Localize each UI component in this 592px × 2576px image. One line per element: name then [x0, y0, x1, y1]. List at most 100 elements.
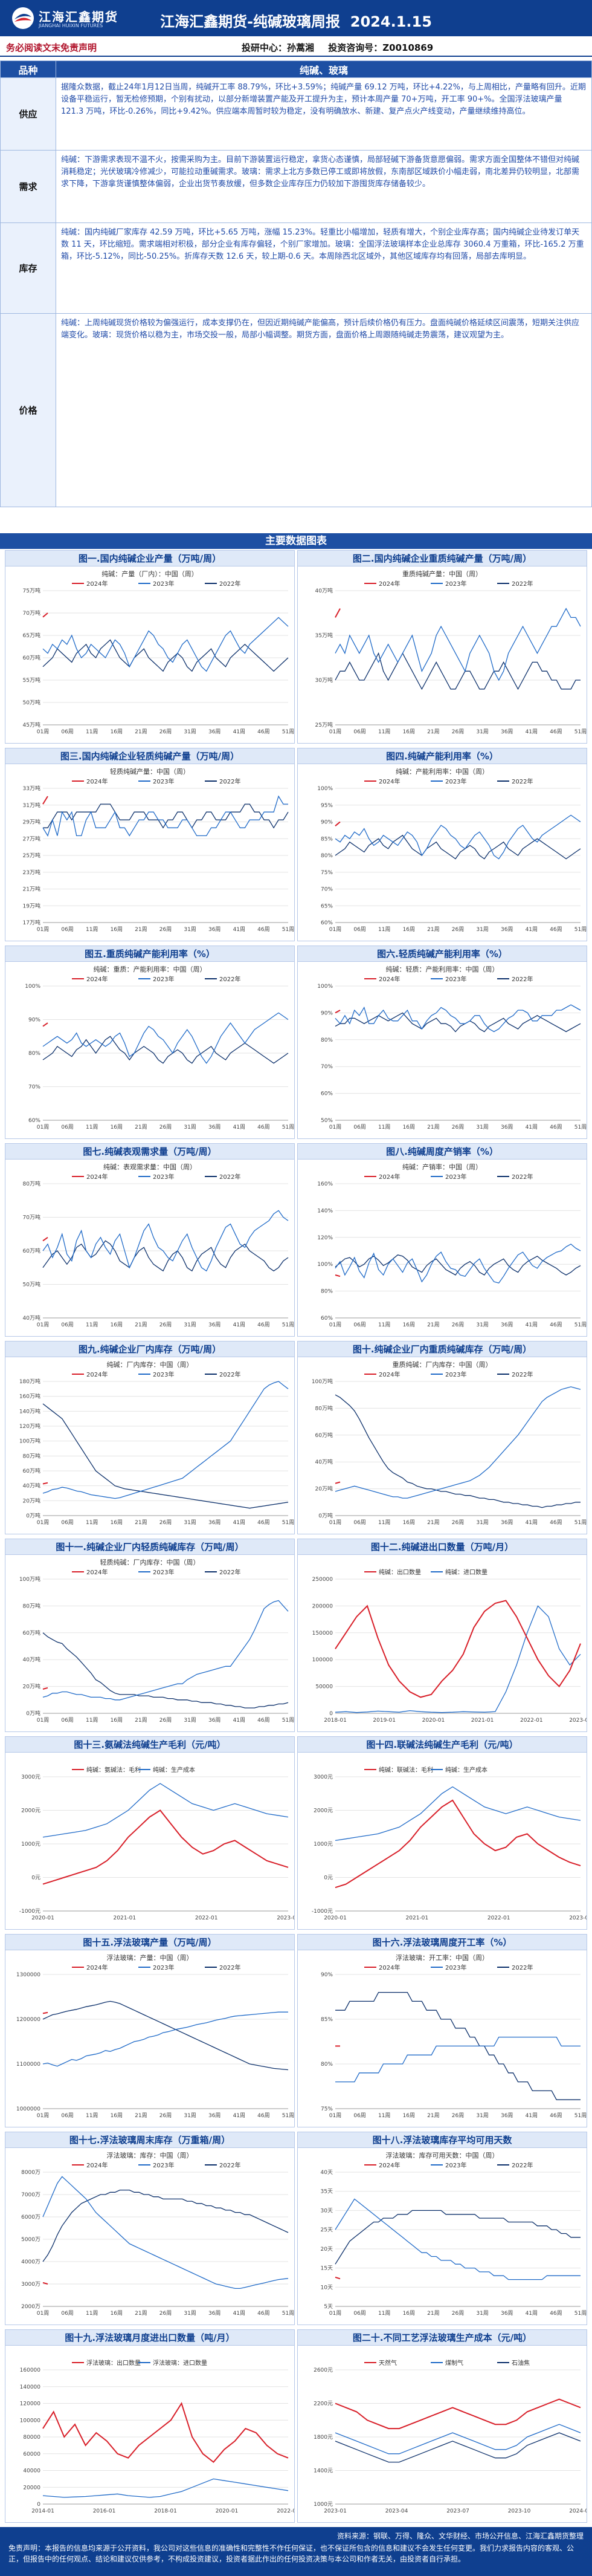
y-tick-label: 75% — [321, 870, 333, 876]
chart-panel: 图十三.氨碱法纯碱生产毛利（元/吨） 纯碱：氨碱法：毛利 纯碱：生产成本 3000元 2… — [5, 1736, 295, 1930]
summary-category: 供应 — [0, 77, 56, 151]
x-tick-label: 2023-10 — [508, 2508, 531, 2514]
legend-label: 2024年 — [379, 2161, 400, 2169]
x-tick-label: 51周 — [574, 728, 587, 735]
y-tick-label: 100000 — [312, 1657, 333, 1663]
x-tick-label: 16周 — [403, 1519, 415, 1526]
chart-title: 图十六.浮法玻璃周度开工率（%） — [298, 1935, 587, 1950]
line-chart: 浮法玻璃：出口数量 浮法玻璃：进口数量 160000 140000 120000 1000… — [20, 2359, 294, 2514]
y-tick-label: 3000万 — [21, 2282, 40, 2288]
x-tick-label: 21周 — [135, 2310, 147, 2317]
y-tick-label: 60万吨 — [23, 1629, 40, 1637]
y-tick-label: -1000元 — [312, 1909, 333, 1915]
brand-name: 江海汇鑫期货 — [39, 10, 118, 24]
company-logo-icon — [12, 7, 34, 29]
x-tick-label: 41周 — [233, 1124, 245, 1131]
y-tick-label: 95% — [321, 803, 333, 809]
x-tick-label: 21周 — [135, 1717, 147, 1724]
y-tick-label: 80% — [321, 853, 333, 859]
line-chart: 2024年 2023年 2022年 100% 90% 80% 70% 60% 50%01周 06周… — [317, 975, 587, 1131]
series-line — [335, 814, 581, 860]
legend-label: 纯碱：进口数量 — [445, 1568, 487, 1576]
legend-label: 2024年 — [379, 1173, 400, 1181]
series-line — [335, 2198, 581, 2280]
y-tick-label: 4000万 — [21, 2259, 40, 2265]
legend-label: 2023年 — [153, 2161, 174, 2169]
x-tick-label: 46周 — [257, 1519, 269, 1526]
series-line — [42, 1240, 289, 1272]
x-tick-label: 2021-01 — [114, 1915, 137, 1921]
y-tick-label: 85% — [321, 2017, 333, 2023]
x-tick-label: 16周 — [111, 926, 123, 933]
x-tick-label: 2020-01 — [324, 1915, 347, 1921]
series-line — [42, 639, 289, 672]
y-tick-label: 6000万 — [21, 2214, 40, 2221]
legend-label: 2022年 — [219, 580, 240, 588]
series-line — [42, 1381, 289, 1499]
x-tick-label: 31周 — [184, 2112, 196, 2119]
chart-title: 图三.国内纯碱企业轻质纯碱产量（万吨/周） — [5, 748, 294, 764]
x-tick-label: 2020-01 — [31, 1915, 54, 1921]
summary-row-demand: 需求 纯碱：下游需求表现不温不火，按需采购为主。目前下游装置运行稳定，拿货心态谨… — [0, 150, 592, 223]
x-tick-label: 46周 — [550, 1322, 562, 1328]
y-tick-label: 40万吨 — [315, 587, 333, 594]
series-line — [335, 652, 581, 690]
x-tick-label: 46周 — [550, 2310, 562, 2317]
y-tick-label: 80% — [321, 1037, 333, 1043]
x-tick-label: 06周 — [353, 1124, 365, 1131]
y-tick-label: 23万吨 — [23, 869, 40, 876]
y-tick-label: 1000000 — [16, 2106, 40, 2112]
y-tick-label: 150000 — [312, 1630, 333, 1637]
y-tick-label: 30天 — [321, 2208, 333, 2214]
line-chart: 2024年 2023年 2022年 33万吨 31万吨 29万吨 27万吨 25万吨 23万吨 2… — [23, 777, 294, 933]
series-line — [42, 2189, 289, 2262]
x-tick-label: 41周 — [526, 2310, 538, 2317]
x-tick-label: 01周 — [37, 1717, 49, 1724]
series-line — [335, 1386, 581, 1499]
x-tick-label: 51周 — [574, 926, 587, 933]
legend-label: 2022年 — [219, 777, 240, 785]
x-tick-label: 36周 — [208, 1519, 220, 1526]
x-tick-label: 31周 — [476, 926, 488, 933]
x-tick-label: 26周 — [159, 1322, 172, 1328]
x-tick-label: 11周 — [378, 926, 390, 933]
x-tick-label: 31周 — [184, 1519, 196, 1526]
x-tick-label: 01周 — [37, 2112, 49, 2119]
series-line — [335, 1991, 581, 2100]
series-line — [42, 1210, 289, 1272]
y-tick-label: 100万吨 — [312, 1378, 333, 1385]
y-tick-label: 80000 — [23, 2435, 40, 2441]
series-line — [335, 1786, 581, 1841]
legend-label: 2022年 — [512, 1371, 533, 1378]
x-tick-label: 11周 — [378, 728, 390, 735]
y-tick-label: 29万吨 — [23, 819, 40, 826]
x-tick-label: 21周 — [427, 926, 439, 933]
y-tick-label: 0 — [37, 2502, 40, 2508]
series-line — [42, 1687, 48, 1690]
x-tick-label: 21周 — [427, 1519, 439, 1526]
y-tick-label: 0万吨 — [318, 1512, 333, 1519]
chart-title: 图十四.联碱法纯碱生产毛利（元/吨） — [298, 1737, 587, 1753]
x-tick-label: 11周 — [86, 926, 98, 933]
chart-panel: 图二.国内纯碱企业重质纯碱产量（万吨/周） 重质纯碱产量：中国（周） 2024年 20… — [297, 550, 587, 744]
summary-category: 价格 — [0, 313, 56, 507]
x-tick-label: 06周 — [61, 728, 73, 735]
chart-panel: 图十四.联碱法纯碱生产毛利（元/吨） 纯碱：联碱法：毛利 纯碱：生产成本 3000元 2… — [297, 1736, 587, 1930]
x-tick-label: 46周 — [257, 2310, 269, 2317]
y-tick-label: 45万吨 — [23, 721, 40, 728]
y-tick-label: 15天 — [321, 2266, 333, 2272]
y-tick-label: 120000 — [20, 2401, 41, 2407]
series-line — [335, 1600, 581, 1698]
x-tick-label: 51周 — [574, 2112, 587, 2119]
y-tick-label: 65% — [321, 903, 333, 909]
series-line — [42, 2176, 289, 2289]
y-tick-label: 80% — [321, 1289, 333, 1295]
y-tick-label: 90% — [321, 1972, 333, 1978]
x-tick-label: 01周 — [37, 1519, 49, 1526]
y-tick-label: 40000 — [23, 2468, 40, 2474]
x-tick-label: 51周 — [282, 2310, 294, 2317]
x-tick-label: 2023-01 — [569, 1718, 587, 1724]
y-tick-label: 7000万 — [21, 2192, 40, 2198]
chart-subtitle: 浮法玻璃：库存可用天数：中国（周） — [385, 2152, 499, 2159]
